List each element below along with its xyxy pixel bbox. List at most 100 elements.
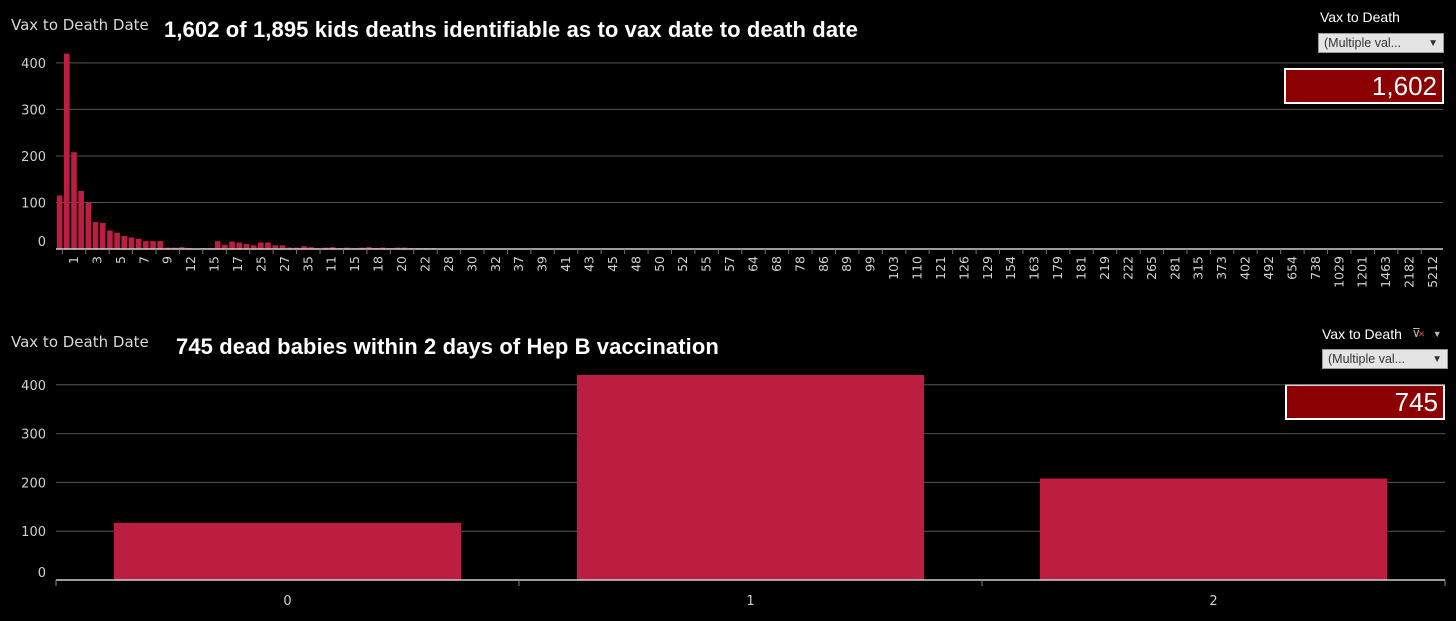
- bar: [272, 245, 278, 249]
- bar: [143, 241, 149, 249]
- clear-filter-icon[interactable]: ⊽: [1412, 326, 1421, 340]
- x-tick-label: 68: [769, 256, 784, 272]
- bar: [308, 247, 314, 249]
- x-tick-label: 1: [66, 256, 81, 264]
- x-tick-label: 654: [1284, 256, 1299, 280]
- bar: [107, 230, 113, 249]
- x-tick-label: 265: [1144, 256, 1159, 280]
- bar: [113, 522, 462, 580]
- filter-dropdown[interactable]: (Multiple val... ▼: [1322, 349, 1448, 369]
- bar: [63, 53, 70, 249]
- x-tick-label: 64: [746, 256, 761, 272]
- bar: [78, 190, 84, 249]
- clear-x-icon: ✕: [1417, 329, 1426, 339]
- bar: [222, 244, 228, 249]
- x-tick-label: 129: [980, 256, 995, 280]
- x-tick-label: 3: [89, 256, 104, 264]
- bar: [250, 245, 257, 249]
- x-tick-label: 55: [699, 256, 714, 272]
- x-tick-label: 222: [1120, 256, 1135, 280]
- x-tick-label: 1463: [1378, 256, 1393, 288]
- dropdown-value: (Multiple val...: [1324, 36, 1402, 50]
- x-tick-label: 373: [1214, 256, 1229, 280]
- bar: [214, 241, 221, 249]
- x-tick-label: 22: [417, 256, 432, 272]
- bar: [365, 247, 372, 249]
- x-tick-label: 121: [933, 256, 948, 280]
- y-tick-label: 300: [21, 428, 46, 443]
- x-tick-label: 11: [324, 256, 339, 272]
- x-tick-label: 9: [160, 256, 175, 264]
- y-tick-label: 0: [38, 235, 46, 250]
- x-tick-label: 48: [628, 256, 643, 272]
- x-tick-label: 39: [535, 256, 550, 272]
- bar: [1039, 478, 1388, 580]
- x-tick-label: 7: [136, 256, 151, 264]
- x-tick-label: 99: [863, 256, 878, 272]
- x-tick-label: 43: [581, 256, 596, 272]
- bar: [236, 242, 243, 249]
- x-tick-label: 78: [792, 256, 807, 272]
- x-tick-label: 25: [253, 256, 268, 272]
- x-tick-label: 2182: [1402, 256, 1417, 288]
- x-tick-label: 492: [1261, 256, 1276, 280]
- x-tick-label: 315: [1191, 256, 1206, 280]
- y-tick-label: 100: [21, 525, 46, 540]
- x-tick-label: 18: [371, 256, 386, 272]
- chevron-down-icon: ▼: [1432, 354, 1442, 365]
- x-tick-label: 163: [1027, 256, 1042, 280]
- x-tick-label: 1029: [1331, 256, 1346, 288]
- filter-label: Vax to Death: [1320, 9, 1400, 25]
- x-tick-label: 126: [956, 256, 971, 280]
- y-tick-label: 200: [21, 476, 46, 491]
- bar: [157, 241, 164, 249]
- filter-icons[interactable]: ⊽✕ ▼: [1412, 326, 1442, 340]
- x-tick-label: 32: [488, 256, 503, 272]
- y-tick-label: 300: [21, 103, 46, 118]
- x-tick-label: 1201: [1355, 256, 1370, 288]
- bar: [99, 222, 106, 249]
- dropdown-value: (Multiple val...: [1328, 352, 1406, 366]
- x-tick-label: 402: [1238, 256, 1253, 280]
- y-tick-label: 200: [21, 150, 46, 165]
- x-tick-label: 57: [722, 256, 737, 272]
- x-tick-label: 35: [300, 256, 315, 272]
- x-tick-label: 181: [1074, 256, 1089, 280]
- x-tick-label: 179: [1050, 256, 1065, 280]
- x-tick-label: 219: [1097, 256, 1112, 280]
- x-tick-label: 45: [605, 256, 620, 272]
- kpi-total: 745: [1285, 384, 1445, 420]
- bar: [265, 242, 271, 249]
- filter-label: Vax to Death: [1322, 326, 1402, 342]
- chart-headline: 745 dead babies within 2 days of Hep B v…: [176, 334, 719, 359]
- y-tick-label: 0: [38, 566, 46, 581]
- bottom-chart-panel: Vax to Death Date 745 dead babies within…: [0, 318, 1456, 621]
- y-axis-caption: Vax to Death Date: [11, 333, 149, 351]
- x-tick-label: 15: [347, 256, 362, 272]
- bar: [329, 247, 336, 249]
- chevron-down-icon: ▼: [1428, 38, 1438, 49]
- x-tick-label: 281: [1167, 256, 1182, 280]
- bar: [121, 235, 128, 249]
- bar: [229, 241, 235, 249]
- bar: [92, 222, 99, 249]
- x-tick-label: 103: [886, 256, 901, 280]
- x-tick-label: 15: [207, 256, 222, 272]
- filter-dropdown[interactable]: (Multiple val... ▼: [1318, 33, 1444, 53]
- bar: [279, 245, 286, 249]
- bar: [114, 232, 120, 249]
- x-tick-label: 50: [652, 256, 667, 272]
- bar: [71, 152, 77, 249]
- x-tick-label: 154: [1003, 256, 1018, 280]
- menu-arrow-icon[interactable]: ▼: [1432, 329, 1442, 339]
- x-tick-label: 5: [113, 256, 128, 264]
- x-tick-label: 37: [511, 256, 526, 272]
- x-tick-label: 28: [441, 256, 456, 272]
- bar: [128, 237, 135, 249]
- x-tick-label: 52: [675, 256, 690, 272]
- kpi-value: 745: [1394, 387, 1438, 417]
- x-tick-label: 86: [816, 256, 831, 272]
- bar: [178, 247, 185, 249]
- x-tick-label: 30: [464, 256, 479, 272]
